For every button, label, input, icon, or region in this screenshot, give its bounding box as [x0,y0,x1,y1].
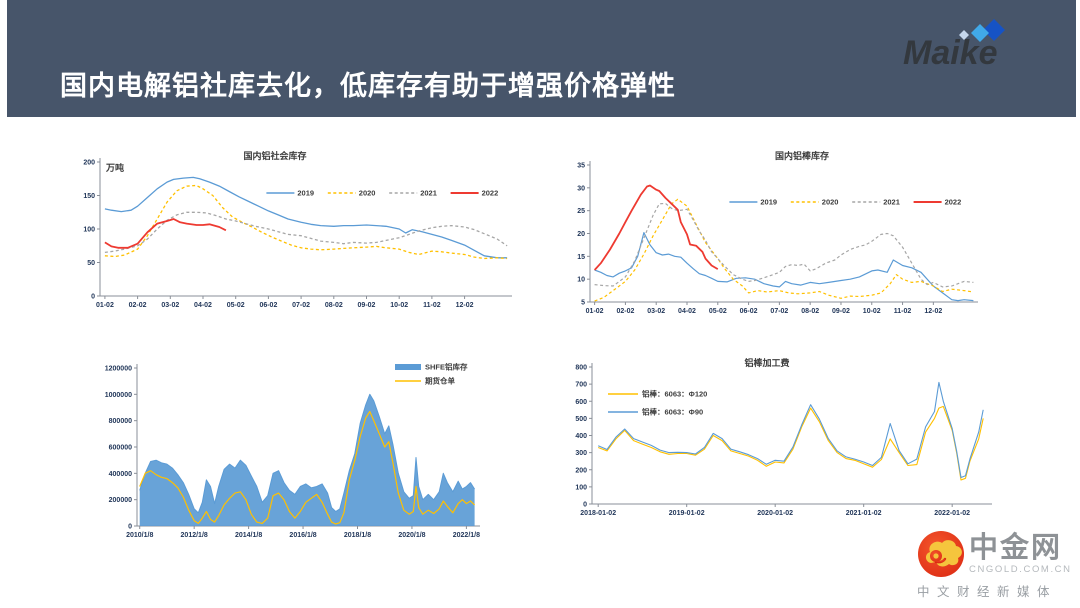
svg-text:06-02: 06-02 [259,302,277,309]
header-bar: 国内电解铝社库去化，低库存有助于增强价格弹性 Maike [7,0,1076,117]
svg-text:06-02: 06-02 [740,308,758,315]
page-title: 国内电解铝社库去化，低库存有助于增强价格弹性 [60,71,676,101]
chart-domestic-aluminum-social-inventory: 0 50 100 150 200 01-02 02-02 03-02 04-02 05-02 06-… [83,150,512,309]
svg-text:2014/1/8: 2014/1/8 [235,532,262,539]
svg-text:11-02: 11-02 [423,302,441,309]
svg-text:15: 15 [577,254,585,261]
svg-text:800: 800 [575,365,587,372]
maike-logo: Maike [903,19,1005,70]
svg-text:700: 700 [575,382,587,389]
svg-text:25: 25 [577,208,585,215]
svg-text:国内铝社会库存: 国内铝社会库存 [243,150,306,161]
svg-text:12-02: 12-02 [924,308,942,315]
svg-text:01-02: 01-02 [586,308,604,315]
chart-shfe-aluminum-inventory: 0 200000 400000 600000 800000 1000000 1200000 2… [105,362,480,540]
maike-diamond-sky [971,24,989,42]
svg-text:2022: 2022 [482,189,499,198]
cngold-cloud-icon [918,531,964,577]
svg-text:300: 300 [575,450,587,457]
svg-text:2022: 2022 [945,198,962,207]
svg-text:600: 600 [575,399,587,406]
svg-text:期货仓单: 期货仓单 [425,376,455,386]
svg-text:0: 0 [583,502,587,509]
svg-text:2020-01-02: 2020-01-02 [757,510,793,517]
svg-text:04-02: 04-02 [194,302,212,309]
svg-text:100: 100 [575,484,587,491]
svg-text:铝棒：6063：Φ120: 铝棒：6063：Φ120 [642,389,707,399]
svg-text:200000: 200000 [109,497,132,504]
svg-text:05-02: 05-02 [709,308,727,315]
svg-text:2019: 2019 [297,189,314,198]
svg-text:03-02: 03-02 [161,302,179,309]
svg-text:10-02: 10-02 [863,308,881,315]
maike-diamond-dark [983,19,1005,41]
svg-text:01-02: 01-02 [96,302,114,309]
svg-text:5: 5 [581,300,585,307]
svg-text:0: 0 [91,294,95,301]
svg-text:150: 150 [83,193,95,200]
svg-text:200: 200 [83,160,95,167]
svg-text:1000000: 1000000 [105,392,132,399]
svg-text:30: 30 [577,185,585,192]
svg-text:100: 100 [83,227,95,234]
svg-text:铝棒加工费: 铝棒加工费 [744,357,789,368]
svg-text:2021-01-02: 2021-01-02 [846,510,882,517]
svg-text:600000: 600000 [109,445,132,452]
svg-text:2022/1/8: 2022/1/8 [453,532,480,539]
svg-text:03-02: 03-02 [647,308,665,315]
svg-text:10-02: 10-02 [390,302,408,309]
svg-text:800000: 800000 [109,418,132,425]
svg-text:2019: 2019 [760,198,777,207]
svg-text:400000: 400000 [109,471,132,478]
watermark-tagline: 中文财经新媒体 [917,585,1058,599]
svg-text:200: 200 [575,467,587,474]
svg-text:2018-01-02: 2018-01-02 [580,510,616,517]
svg-text:0: 0 [128,524,132,531]
svg-text:2021: 2021 [883,198,900,207]
svg-text:2021: 2021 [420,189,437,198]
svg-text:2016/1/8: 2016/1/8 [289,532,316,539]
svg-text:05-02: 05-02 [227,302,245,309]
svg-text:400: 400 [575,433,587,440]
svg-text:08-02: 08-02 [325,302,343,309]
svg-text:10: 10 [577,277,585,284]
svg-text:20: 20 [577,231,585,238]
svg-text:09-02: 09-02 [832,308,850,315]
svg-text:07-02: 07-02 [770,308,788,315]
cngold-watermark: 中金网 CNGOLD.COM.CN 中文财经新媒体 [917,530,1070,600]
svg-text:万吨: 万吨 [105,162,124,173]
svg-text:国内铝棒库存: 国内铝棒库存 [775,150,829,161]
watermark-site-name: 中金网 [969,532,1063,564]
chart-domestic-aluminum-billet-inventory: 5 10 15 20 25 30 35 01-02 02-02 03-02 04-02 05-02 06… [577,150,978,315]
svg-text:2022-01-02: 2022-01-02 [934,510,970,517]
svg-text:11-02: 11-02 [894,308,912,315]
svg-text:02-02: 02-02 [129,302,147,309]
svg-text:35: 35 [577,163,585,170]
svg-text:SHFE铝库存: SHFE铝库存 [425,362,468,372]
chart-aluminum-billet-processing-fee: 0 100 200 300 400 500 600 700 800 2018-01-02 2019-… [575,357,992,517]
svg-text:2010/1/8: 2010/1/8 [126,532,153,539]
maike-logo-text: Maike [903,34,998,70]
svg-text:1200000: 1200000 [105,366,132,373]
svg-text:2012/1/8: 2012/1/8 [181,532,208,539]
svg-text:2019-01-02: 2019-01-02 [669,510,705,517]
svg-text:2020: 2020 [822,198,839,207]
svg-text:50: 50 [87,260,95,267]
svg-text:2020: 2020 [359,189,376,198]
svg-text:500: 500 [575,416,587,423]
svg-text:2020/1/8: 2020/1/8 [398,532,425,539]
svg-text:08-02: 08-02 [801,308,819,315]
svg-text:铝棒：6063：Φ90: 铝棒：6063：Φ90 [642,407,703,417]
svg-text:02-02: 02-02 [616,308,634,315]
svg-text:12-02: 12-02 [456,302,474,309]
svg-text:2018/1/8: 2018/1/8 [344,532,371,539]
svg-text:07-02: 07-02 [292,302,310,309]
svg-text:09-02: 09-02 [358,302,376,309]
svg-text:04-02: 04-02 [678,308,696,315]
watermark-site-url: CNGOLD.COM.CN [969,564,1072,575]
maike-diamond-pale [959,30,969,40]
